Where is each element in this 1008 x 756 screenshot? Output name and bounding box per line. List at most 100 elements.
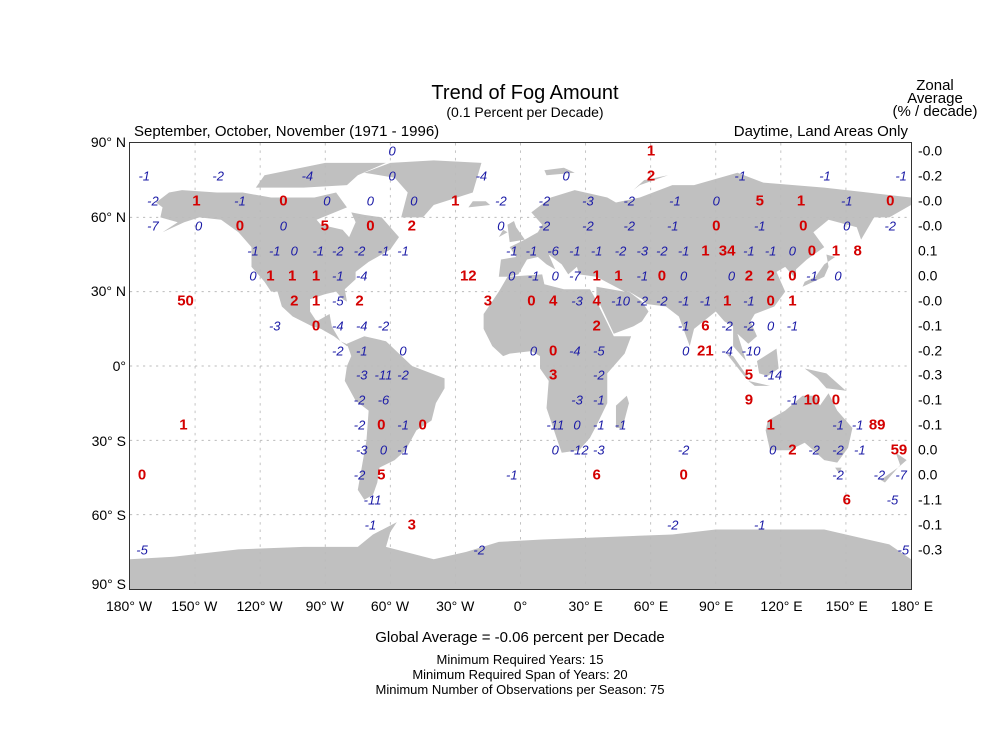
grid-value: 0: [657, 267, 667, 285]
grid-value: -10: [611, 293, 630, 309]
grid-value: 0: [712, 193, 720, 209]
grid-value: -3: [571, 293, 583, 309]
grid-value: 0: [680, 268, 688, 284]
grid-value: -2: [473, 542, 485, 558]
grid-value: 0: [562, 168, 570, 184]
zonal-average-value: 0.0: [918, 441, 938, 458]
grid-value: 0: [788, 243, 796, 259]
zonal-heading-line: Average: [907, 90, 963, 107]
zonal-average-value: -0.0: [918, 292, 943, 309]
longitude-label: 60° W: [370, 598, 410, 614]
longitude-label: 120° E: [760, 598, 803, 614]
grid-value: -1: [234, 193, 246, 209]
grid-value: -1: [786, 318, 799, 334]
zonal-average-value: -0.0: [918, 217, 943, 234]
grid-value: -11: [363, 492, 382, 508]
grid-value: 1: [614, 267, 623, 285]
madagascar: [615, 395, 629, 428]
grid-value: -2: [884, 218, 897, 234]
grid-value: -2: [353, 243, 366, 259]
grid-value: 1: [592, 267, 601, 285]
grid-value: -2: [397, 367, 409, 383]
min-years: Minimum Required Years: 15: [436, 652, 604, 667]
scope-label: Daytime, Land Areas Only: [733, 123, 908, 140]
zonal-average-value: 0.0: [918, 267, 938, 284]
zonal-average-value: -0.0: [918, 192, 943, 209]
grid-value: -6: [547, 243, 559, 259]
grid-value: 0: [388, 168, 396, 184]
grid-value: -10: [741, 343, 761, 359]
grid-value: -2: [666, 517, 679, 533]
grid-value: 3: [548, 366, 558, 384]
latitude-label: 0°: [112, 358, 126, 374]
grid-value: 0: [194, 218, 203, 234]
australia: [765, 393, 853, 463]
svalbard: [544, 167, 575, 176]
grid-value: -1: [851, 417, 864, 433]
grid-value: -1: [268, 243, 281, 259]
grid-value: -1: [593, 392, 605, 408]
grid-value: -1: [527, 268, 540, 284]
grid-value: 1: [311, 267, 321, 285]
grid-value: 0: [679, 466, 688, 484]
grid-value: 0: [311, 317, 321, 335]
grid-value: 2: [646, 167, 656, 185]
arabia: [596, 286, 649, 334]
antarctica: [130, 522, 911, 589]
grid-value: 0: [727, 268, 736, 284]
grid-value: 59: [890, 441, 908, 459]
grid-value: 89: [868, 416, 886, 434]
grid-value: 1: [701, 242, 710, 260]
grid-value: -1: [854, 442, 866, 458]
grid-value: 0: [831, 391, 841, 409]
grid-value: -7: [147, 218, 159, 234]
grid-value: 3: [483, 292, 493, 310]
java: [748, 380, 770, 386]
grid-value: 0: [807, 242, 817, 260]
grid-value: 0: [529, 343, 538, 359]
grid-value: 0: [399, 343, 407, 359]
japan: [802, 254, 836, 287]
grid-value: 2: [744, 267, 754, 285]
north-america: [156, 190, 400, 347]
grid-value: -14: [763, 367, 783, 383]
grid-value: -1: [397, 442, 409, 458]
grid-value: -4: [569, 343, 581, 359]
grid-value: 0: [573, 417, 581, 433]
latitude-label: 30° S: [91, 432, 126, 449]
grid-value: -1: [397, 417, 409, 433]
grid-value: -12: [569, 442, 589, 458]
zonal-average-value: -1.1: [918, 491, 943, 508]
grid-value: 0: [769, 442, 777, 458]
grid-value: -2: [377, 318, 390, 334]
grid-value: -2: [623, 218, 636, 234]
grid-value: 0: [766, 292, 775, 310]
longitude-label: 180° E: [890, 598, 934, 614]
grid-value: -1: [355, 343, 368, 359]
grid-value: 0: [843, 218, 851, 234]
grid-value: -2: [332, 243, 344, 259]
grid-value: -2: [147, 193, 159, 209]
grid-value: 1: [831, 242, 841, 260]
grid-value: -1: [832, 417, 844, 433]
grid-value: -4: [721, 343, 733, 359]
zonal-average-value: 0.1: [918, 242, 938, 259]
grid-value: -3: [582, 193, 594, 209]
grid-value: 4: [592, 292, 601, 310]
grid-value: -1: [699, 293, 712, 309]
grid-value: -1: [506, 243, 518, 259]
sumatra: [726, 353, 751, 381]
grid-value: 0: [788, 267, 797, 285]
grid-value: -6: [377, 392, 390, 408]
grid-value: 0: [137, 466, 147, 484]
grid-value: -3: [355, 367, 368, 383]
grid-value: -1: [247, 243, 259, 259]
grid-value: -2: [721, 318, 733, 334]
grid-value: 1: [287, 267, 297, 285]
grid-value: -1: [743, 293, 755, 309]
grid-value: 0: [799, 217, 808, 235]
tasmania: [835, 467, 842, 474]
grid-value: 21: [697, 342, 714, 360]
grid-value: 0: [279, 218, 288, 234]
grid-value: -2: [677, 442, 690, 458]
